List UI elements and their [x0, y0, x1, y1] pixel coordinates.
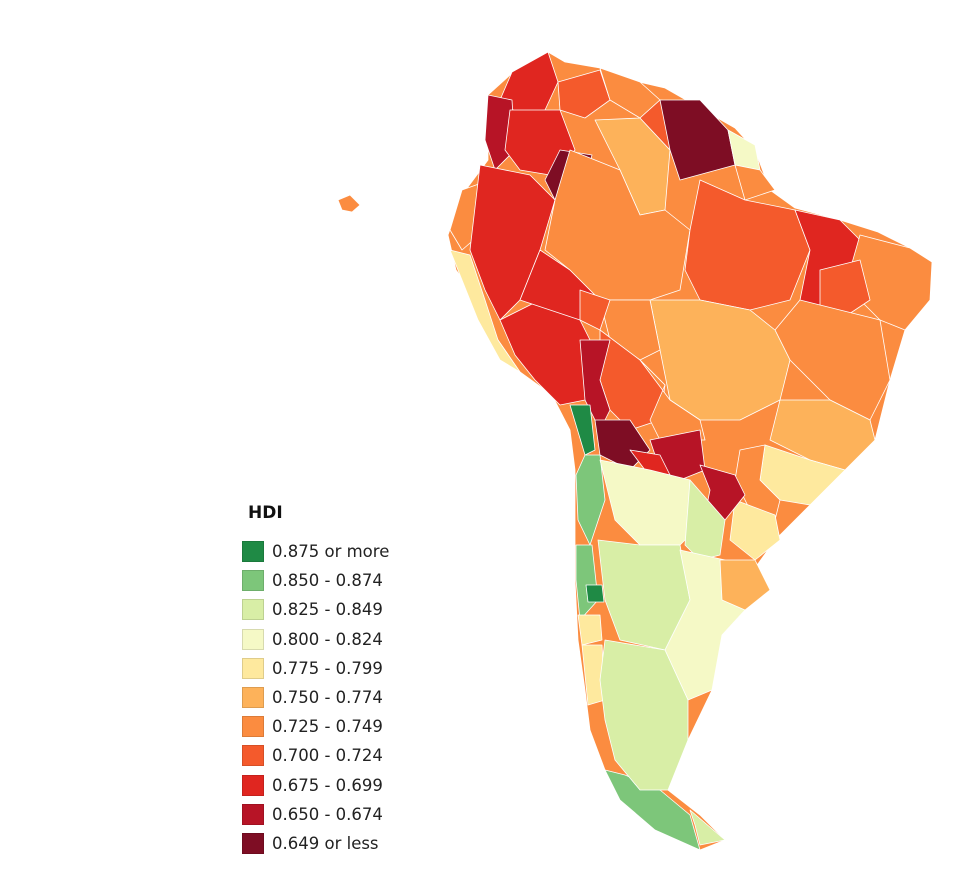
legend-label: 0.649 or less	[272, 833, 379, 853]
legend-swatch	[242, 599, 264, 621]
legend-item: 0.649 or less	[242, 829, 462, 858]
legend-item: 0.675 - 0.699	[242, 771, 462, 800]
legend-label: 0.700 - 0.724	[272, 746, 383, 766]
legend-item: 0.775 - 0.799	[242, 654, 462, 683]
region-chile-santiago	[585, 584, 605, 603]
legend-label: 0.725 - 0.749	[272, 717, 383, 737]
legend-swatch	[242, 657, 264, 679]
legend-label: 0.875 or more	[272, 542, 390, 562]
legend-item: 0.850 - 0.874	[242, 566, 462, 595]
legend-item: 0.825 - 0.849	[242, 595, 462, 624]
legend-item: 0.750 - 0.774	[242, 683, 462, 712]
legend-swatch	[242, 716, 264, 738]
region-chile-south-1	[577, 614, 603, 646]
legend-label: 0.800 - 0.824	[272, 629, 383, 649]
legend-swatch	[242, 745, 264, 767]
region-peru-coast	[449, 249, 521, 373]
region-brazil-amazonas	[544, 149, 691, 301]
legend-swatch	[242, 832, 264, 854]
region-brazil-piaui	[819, 259, 871, 321]
region-french-guiana	[734, 164, 776, 201]
legend-item: 0.875 or more	[242, 537, 462, 566]
region-brazil-rondonia	[599, 299, 661, 361]
region-argentina-tierra	[689, 809, 726, 846]
region-galapagos	[337, 194, 361, 213]
hdi-legend: HDI 0.875 or more 0.850 - 0.874 0.825 - 0.…	[242, 503, 462, 858]
region-bolivia-southwest	[579, 339, 611, 431]
region-chile-north	[569, 404, 596, 456]
legend-label: 0.675 - 0.699	[272, 775, 383, 795]
legend-label: 0.750 - 0.774	[272, 688, 383, 708]
legend-swatch	[242, 774, 264, 796]
legend-swatch	[242, 570, 264, 592]
legend-item: 0.725 - 0.749	[242, 712, 462, 741]
legend-swatch	[242, 803, 264, 825]
region-brazil-south	[729, 499, 781, 561]
region-brazil-goias	[769, 399, 876, 471]
legend-swatch	[242, 541, 264, 563]
region-argentina-patagonia	[599, 639, 689, 791]
region-uruguay	[719, 559, 771, 611]
region-venezuela-west	[557, 69, 611, 119]
legend-title: HDI	[248, 503, 283, 523]
legend-items: 0.875 or more 0.850 - 0.874 0.825 - 0.849 0…	[242, 537, 462, 858]
region-brazil-para	[684, 179, 811, 311]
legend-item: 0.650 - 0.674	[242, 800, 462, 829]
legend-label: 0.650 - 0.674	[272, 804, 383, 824]
legend-item: 0.800 - 0.824	[242, 625, 462, 654]
legend-label: 0.825 - 0.849	[272, 600, 383, 620]
legend-label: 0.850 - 0.874	[272, 571, 383, 591]
legend-label: 0.775 - 0.799	[272, 658, 383, 678]
legend-swatch	[242, 687, 264, 709]
legend-swatch	[242, 628, 264, 650]
legend-item: 0.700 - 0.724	[242, 741, 462, 770]
